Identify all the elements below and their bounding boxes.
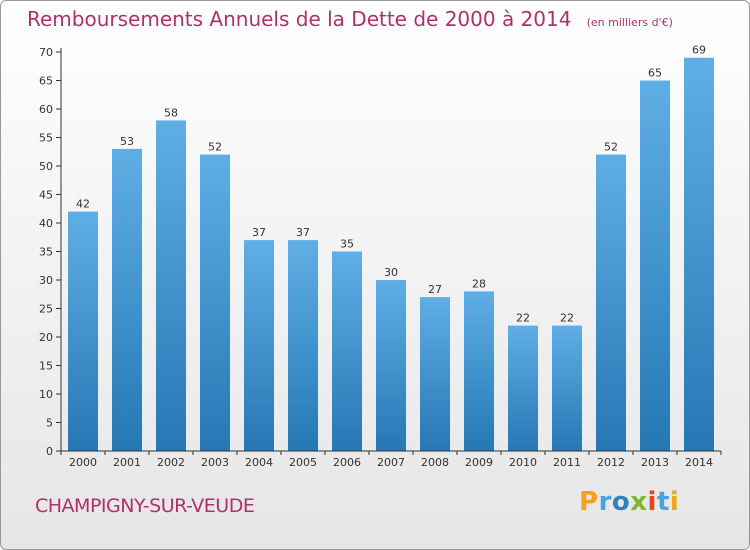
value-label-2008: 27 xyxy=(428,283,442,296)
y-tick-label-70: 70 xyxy=(39,46,53,59)
x-tick-label-2013: 2013 xyxy=(641,456,669,469)
x-tick-label-2011: 2011 xyxy=(553,456,581,469)
bar-2013 xyxy=(640,80,670,451)
bar-2012 xyxy=(596,154,626,451)
x-tick-label-2014: 2014 xyxy=(685,456,713,469)
y-tick-label-10: 10 xyxy=(39,388,53,401)
y-tick-label-30: 30 xyxy=(39,274,53,287)
x-tick-label-2004: 2004 xyxy=(245,456,273,469)
y-tick-label-35: 35 xyxy=(39,246,53,259)
y-tick-label-5: 5 xyxy=(46,417,53,430)
bar-2007 xyxy=(376,280,406,451)
value-label-2011: 22 xyxy=(560,312,574,325)
value-label-2001: 53 xyxy=(120,135,134,148)
bar-2009 xyxy=(464,291,494,451)
value-label-2009: 28 xyxy=(472,277,486,290)
bar-2000 xyxy=(68,211,98,451)
value-label-2014: 69 xyxy=(692,44,706,57)
y-tick-label-55: 55 xyxy=(39,132,53,145)
value-label-2002: 58 xyxy=(164,106,178,119)
x-tick-label-2006: 2006 xyxy=(333,456,361,469)
logo-letter: r xyxy=(598,487,612,517)
y-tick-label-60: 60 xyxy=(39,103,53,116)
bar-2003 xyxy=(200,154,230,451)
x-tick-label-2012: 2012 xyxy=(597,456,625,469)
y-tick-label-50: 50 xyxy=(39,160,53,173)
value-label-2013: 65 xyxy=(648,67,662,80)
x-tick-label-2003: 2003 xyxy=(201,456,229,469)
bar-2004 xyxy=(244,240,274,451)
x-tick-label-2009: 2009 xyxy=(465,456,493,469)
x-tick-label-2008: 2008 xyxy=(421,456,449,469)
y-tick-label-20: 20 xyxy=(39,331,53,344)
value-label-2007: 30 xyxy=(384,266,398,279)
x-tick-label-2010: 2010 xyxy=(509,456,537,469)
bar-2014 xyxy=(684,57,714,451)
city-name: CHAMPIGNY-SUR-VEUDE xyxy=(35,495,255,517)
x-tick-label-2005: 2005 xyxy=(289,456,317,469)
bar-2011 xyxy=(552,325,582,451)
logo-letter: i xyxy=(647,487,657,517)
y-tick-label-45: 45 xyxy=(39,189,53,202)
value-label-2006: 35 xyxy=(340,238,354,251)
y-tick-label-25: 25 xyxy=(39,303,53,316)
logo-letter: i xyxy=(669,487,680,517)
logo-letter: P xyxy=(579,487,599,517)
bar-2006 xyxy=(332,251,362,451)
bar-2002 xyxy=(156,120,186,452)
x-tick-label-2007: 2007 xyxy=(377,456,405,469)
proxiti-logo[interactable]: Proxiti xyxy=(579,487,679,517)
bar-2010 xyxy=(508,325,538,451)
x-tick-label-2002: 2002 xyxy=(157,456,185,469)
bar-2005 xyxy=(288,240,318,451)
bar-2008 xyxy=(420,297,450,451)
value-label-2004: 37 xyxy=(252,226,266,239)
bar-2001 xyxy=(112,148,142,451)
axis-layer: 2000 2001 2002 2003 2004 2005 2006 2007 2008 2009… xyxy=(39,46,722,469)
value-label-2010: 22 xyxy=(516,312,530,325)
y-tick-label-15: 15 xyxy=(39,360,53,373)
value-label-2012: 52 xyxy=(604,141,618,154)
bars-layer: 42 53 58 52 37 37 35 30 27 28 22 22 52 65 69 xyxy=(68,44,714,452)
value-label-2000: 42 xyxy=(76,198,90,211)
x-tick-label-2000: 2000 xyxy=(69,456,97,469)
logo-letter: o xyxy=(611,487,631,517)
y-tick-label-0: 0 xyxy=(46,445,53,458)
y-tick-label-65: 65 xyxy=(39,75,53,88)
chart-unit-label: (en milliers d'€) xyxy=(586,16,673,29)
title-line: Remboursements Annuels de la Dette de 20… xyxy=(27,7,673,31)
chart-title: Remboursements Annuels de la Dette de 20… xyxy=(27,7,572,31)
x-tick-label-2001: 2001 xyxy=(113,456,141,469)
value-label-2005: 37 xyxy=(296,226,310,239)
value-label-2003: 52 xyxy=(208,141,222,154)
logo-letter: t xyxy=(656,487,670,517)
logo-letter: x xyxy=(630,487,648,517)
y-tick-label-40: 40 xyxy=(39,217,53,230)
